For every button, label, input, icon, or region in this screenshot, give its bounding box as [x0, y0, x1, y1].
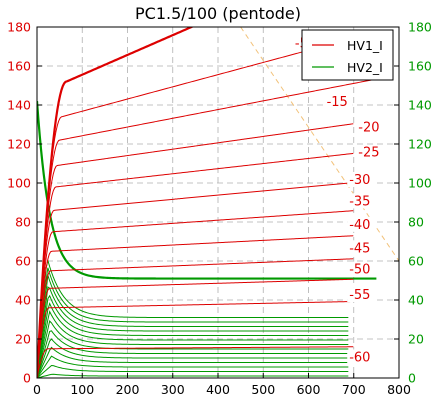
y-tick-label-left: 0: [23, 371, 31, 386]
hv1-curve: [37, 279, 353, 378]
hv2-curve: [37, 374, 348, 378]
curve-label-text: -30: [349, 173, 370, 188]
hv2-curve: [37, 287, 348, 378]
curve-labels: -5-10-15-20-25-30-35-40-45-50-55-60: [293, 36, 384, 366]
legend: HV1_I HV2_I: [302, 30, 393, 80]
y-tick-label-right: 60: [408, 254, 424, 269]
curve-label: -25: [356, 145, 384, 161]
y-tick-label-left: 140: [7, 98, 31, 113]
hv2-curves: [37, 101, 376, 378]
chart-title: PC1.5/100 (pentode): [135, 4, 301, 23]
curve-label-text: -50: [349, 263, 370, 278]
curve-label: -50: [347, 262, 375, 278]
hv1-curve: [37, 259, 353, 378]
legend-label-hv2: HV2_I: [347, 60, 383, 75]
curve-label: -60: [347, 349, 375, 365]
y-tick-label-left: 160: [7, 59, 31, 74]
curve-label: -40: [347, 217, 375, 233]
legend-label-hv1: HV1_I: [347, 38, 383, 53]
x-tick-label: 0: [33, 382, 41, 397]
hv1-curve: [37, 79, 376, 378]
hv2-curve: [37, 347, 348, 378]
x-tick-label: 300: [161, 382, 185, 397]
y-tick-label-right: 160: [408, 59, 432, 74]
y-tick-label-right: 40: [408, 293, 424, 308]
y-tick-label-left: 120: [7, 137, 31, 152]
y-tick-label-left: 20: [15, 332, 31, 347]
curve-label: -20: [356, 119, 384, 135]
curve-label-text: -15: [327, 95, 348, 110]
curve-label-text: -35: [349, 194, 370, 209]
x-tick-label: 500: [251, 382, 275, 397]
curve-label-text: -60: [349, 350, 370, 365]
x-tick-label: 200: [116, 382, 140, 397]
curve-label: -35: [347, 193, 375, 209]
curve-label-text: -20: [358, 120, 379, 135]
x-tick-label: 600: [297, 382, 321, 397]
y-tick-label-right: 20: [408, 332, 424, 347]
x-tick-label: 100: [70, 382, 94, 397]
x-tick-label: 400: [206, 382, 230, 397]
y-tick-label-right: 120: [408, 137, 432, 152]
curve-label: -45: [347, 240, 375, 256]
x-tick-label: 700: [342, 382, 366, 397]
y-tick-label-left: 100: [7, 176, 31, 191]
hv2-curve: [37, 356, 348, 378]
curve-label-text: -45: [349, 241, 370, 256]
curve-label: -15: [325, 94, 353, 110]
curve-label-text: -25: [358, 146, 379, 161]
y-tick-label-left: 80: [15, 215, 31, 230]
y-tick-label-left: 180: [7, 20, 31, 35]
y-tick-label-right: 100: [408, 176, 432, 191]
y-tick-label-left: 60: [15, 254, 31, 269]
y-tick-label-left: 40: [15, 293, 31, 308]
y-tick-label-right: 180: [408, 20, 432, 35]
y-tick-label-right: 0: [408, 371, 416, 386]
y-tick-label-right: 80: [408, 215, 424, 230]
curve-label: -55: [347, 287, 375, 303]
hv2-curve: [37, 321, 348, 378]
curve-label-text: -40: [349, 218, 370, 233]
curve-label-text: -55: [349, 288, 370, 303]
hv1-curve: [37, 211, 353, 378]
y-tick-label-right: 140: [408, 98, 432, 113]
curve-label: -30: [347, 172, 375, 188]
